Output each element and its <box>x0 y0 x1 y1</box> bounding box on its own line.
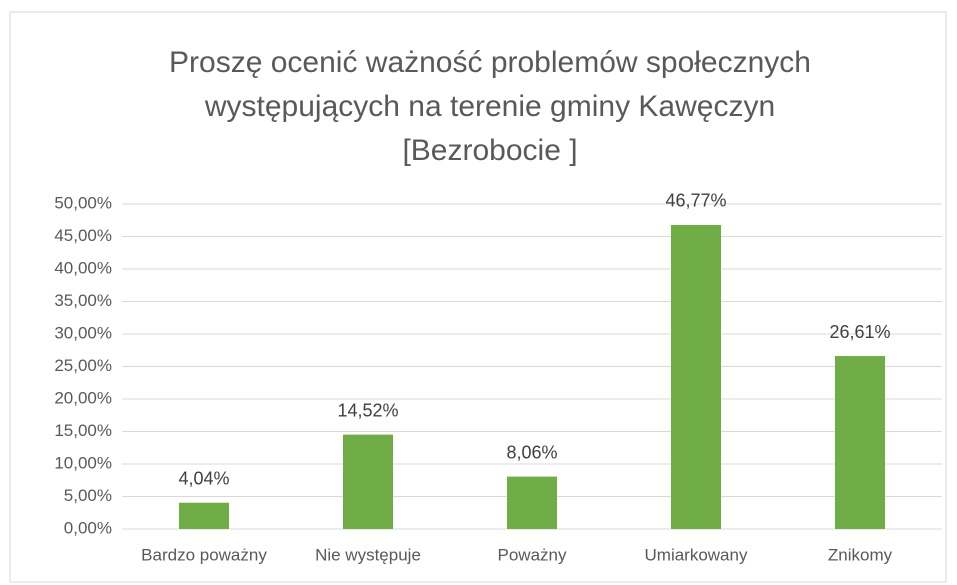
value-label: 8,06% <box>506 442 557 462</box>
y-tick-label: 15,00% <box>54 421 112 440</box>
y-tick-label: 35,00% <box>54 291 112 310</box>
y-tick-label: 5,00% <box>64 486 112 505</box>
y-tick-label: 10,00% <box>54 453 112 472</box>
value-label: 46,77% <box>665 191 726 211</box>
y-tick-label: 50,00% <box>54 193 112 212</box>
y-tick-label: 30,00% <box>54 323 112 342</box>
y-tick-label: 0,00% <box>64 518 112 537</box>
chart-title: [Bezrobocie ] <box>402 134 577 167</box>
y-tick-label: 20,00% <box>54 388 112 407</box>
y-tick-label: 40,00% <box>54 258 112 277</box>
x-tick-label: Umiarkowany <box>645 545 748 564</box>
x-tick-label: Znikomy <box>828 545 893 564</box>
chart-frame <box>9 11 947 583</box>
x-tick-label: Nie występuje <box>315 545 421 564</box>
bar <box>671 224 721 529</box>
value-label: 4,04% <box>178 468 229 488</box>
value-label: 26,61% <box>829 322 890 342</box>
y-tick-label: 25,00% <box>54 356 112 375</box>
bar <box>343 434 393 529</box>
bar <box>179 502 229 529</box>
chart-title: występujących na terenie gminy Kawęczyn <box>204 90 775 123</box>
value-label: 14,52% <box>337 400 398 420</box>
bar <box>835 356 885 529</box>
y-tick-label: 45,00% <box>54 226 112 245</box>
x-tick-label: Poważny <box>498 545 567 564</box>
x-tick-label: Bardzo poważny <box>141 545 267 564</box>
bar <box>507 476 557 529</box>
chart-title: Proszę ocenić ważność problemów społeczn… <box>169 46 811 79</box>
